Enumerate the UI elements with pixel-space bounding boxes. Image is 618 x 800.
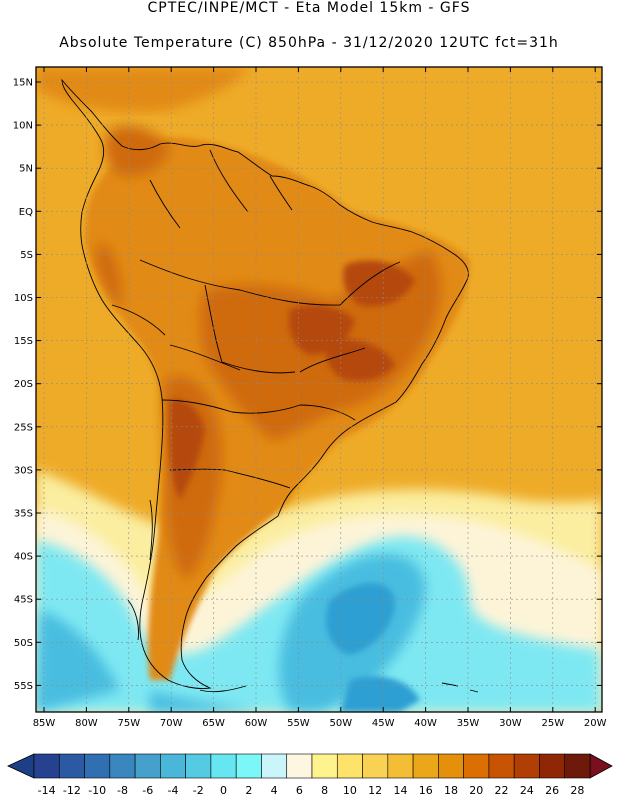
map-field xyxy=(36,67,602,712)
colorbar-label: 26 xyxy=(545,784,559,797)
lon-tick-label: 85W xyxy=(33,718,56,729)
colorbar-under-arrow xyxy=(7,753,35,779)
deep-blue-region xyxy=(326,583,420,712)
colorbar-label: -6 xyxy=(142,784,153,797)
colorbar-label: -2 xyxy=(193,784,204,797)
lon-tick-label: 45W xyxy=(372,718,395,729)
caribbean-warm-field xyxy=(36,67,250,112)
colorbar-swatch xyxy=(488,753,515,779)
colorbar-swatch xyxy=(513,753,540,779)
colorbar-label: 10 xyxy=(343,784,357,797)
colorbar-label: 20 xyxy=(469,784,483,797)
colorbar-swatch xyxy=(336,753,363,779)
lon-tick-label: 55W xyxy=(287,718,310,729)
colorbar-swatch xyxy=(160,753,186,779)
colorbar-label: 24 xyxy=(520,784,534,797)
lon-tick-label: 35W xyxy=(457,718,480,729)
lon-tick-label: 25W xyxy=(541,718,564,729)
lat-tick-label: 10S xyxy=(14,293,33,304)
colorbar-label: 14 xyxy=(393,784,407,797)
lat-tick-label: 40S xyxy=(14,552,33,563)
colorbar-swatch xyxy=(539,753,566,779)
colorbar-label: 8 xyxy=(321,784,328,797)
colorbar-label: 16 xyxy=(419,784,433,797)
colorbar-label: 22 xyxy=(495,784,509,797)
colorbar-swatch xyxy=(311,753,338,779)
lon-tick-label: 65W xyxy=(202,718,225,729)
map-frame xyxy=(35,66,603,713)
lat-tick-label: 35S xyxy=(14,509,33,520)
lon-tick-label: 50W xyxy=(329,718,352,729)
lat-tick-label: 5S xyxy=(20,250,33,261)
lon-tick-label: 30W xyxy=(499,718,522,729)
colorbar-swatch xyxy=(412,753,439,779)
continent-hottest-field xyxy=(169,260,415,500)
colorbar-label: 12 xyxy=(368,784,382,797)
colorbar-label: 0 xyxy=(220,784,227,797)
colorbar-swatch xyxy=(84,753,111,779)
colorbar-over-arrow xyxy=(589,753,613,779)
colorbar-label: 18 xyxy=(444,784,458,797)
lat-tick-label: 30S xyxy=(14,465,33,476)
blue-region xyxy=(36,554,426,712)
colorbar-swatch xyxy=(185,753,212,779)
colorbar-label: -12 xyxy=(63,784,81,797)
colorbar-label: -8 xyxy=(117,784,128,797)
colorbar-swatch xyxy=(235,753,262,779)
colorbar-swatch xyxy=(33,753,60,779)
lat-tick-label: 20S xyxy=(14,379,33,390)
colorbar-swatch xyxy=(463,753,490,779)
lat-tick-label: 10N xyxy=(13,121,33,132)
continent-warm-regions xyxy=(36,67,470,681)
colorbar-swatch xyxy=(286,753,313,779)
colorbar-label: 6 xyxy=(296,784,303,797)
colorbar-label: 2 xyxy=(245,784,252,797)
lon-tick-label: 20W xyxy=(584,718,607,729)
colorbar-swatch xyxy=(261,753,288,779)
lat-tick-label: 15S xyxy=(14,336,33,347)
chart-title-line-1: CPTEC/INPE/MCT - Eta Model 15km - GFS xyxy=(147,0,471,16)
lon-tick-label: 40W xyxy=(414,718,437,729)
colorbar-swatch xyxy=(58,753,85,779)
lat-tick-label: 45S xyxy=(14,595,33,606)
chart-title-line-2: Absolute Temperature (C) 850hPa - 31/12/… xyxy=(59,35,559,51)
colorbar-label: 4 xyxy=(271,784,278,797)
lon-tick-label: 60W xyxy=(245,718,268,729)
coastlines-and-borders xyxy=(61,78,479,693)
latitude-axis: 15N 10N 5N EQ 5S 10S 15S 20S 25S 30S 35S 40S 45S 50S 5… xyxy=(13,78,602,692)
colorbar-swatch xyxy=(109,753,136,779)
longitude-axis: 85W 80W 75W 70W 65W 60W 55W 50W 45W 40W 35W 30W 25W 2… xyxy=(33,67,607,729)
colorbar-swatch xyxy=(438,753,464,779)
lat-lon-grid xyxy=(36,67,602,712)
lat-tick-label: 15N xyxy=(13,78,33,89)
colorbar-swatch xyxy=(564,753,591,779)
colorbar-swatch xyxy=(387,753,414,779)
colorbar-label: -4 xyxy=(168,784,179,797)
lat-tick-label: 25S xyxy=(14,422,33,433)
colorbar-label: 28 xyxy=(570,784,584,797)
colorbar-swatch xyxy=(362,753,389,779)
lon-tick-label: 75W xyxy=(117,718,140,729)
lat-tick-label: 50S xyxy=(14,638,33,649)
colorbar-swatch xyxy=(134,753,161,779)
colorbar-label: -10 xyxy=(88,784,106,797)
lon-tick-label: 80W xyxy=(75,718,98,729)
lat-tick-label: 5N xyxy=(19,164,33,175)
colorbar-swatch xyxy=(210,753,237,779)
lon-tick-label: 70W xyxy=(160,718,183,729)
lat-tick-label: 55S xyxy=(14,681,33,692)
colorbar-label: -14 xyxy=(38,784,56,797)
colorbar: -14 -12 -10 -8 -6 -4 -2 0 2 4 6 8 10 12 14 16 18 20 22 24 26… xyxy=(7,753,613,797)
lat-tick-label: EQ xyxy=(19,207,33,218)
